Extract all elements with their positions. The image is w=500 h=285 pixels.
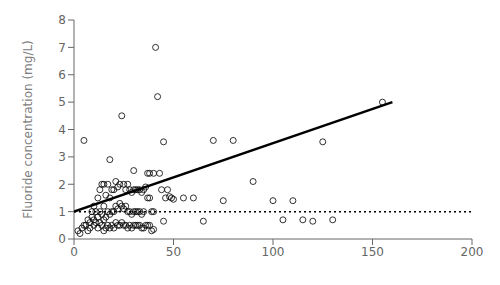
- svg-text:0: 0: [70, 245, 78, 259]
- svg-text:3: 3: [58, 150, 66, 164]
- svg-text:100: 100: [262, 245, 285, 259]
- svg-text:150: 150: [361, 245, 384, 259]
- svg-text:Fluoride concentration (mg/L): Fluoride concentration (mg/L): [21, 40, 35, 219]
- svg-text:0: 0: [58, 232, 66, 246]
- svg-text:1: 1: [58, 205, 66, 219]
- svg-text:200: 200: [461, 245, 484, 259]
- svg-text:8: 8: [58, 13, 66, 27]
- svg-text:6: 6: [58, 68, 66, 82]
- svg-text:4: 4: [58, 123, 66, 137]
- svg-text:5: 5: [58, 95, 66, 109]
- svg-text:7: 7: [58, 41, 66, 55]
- svg-text:2: 2: [58, 178, 66, 192]
- svg-text:50: 50: [166, 245, 181, 259]
